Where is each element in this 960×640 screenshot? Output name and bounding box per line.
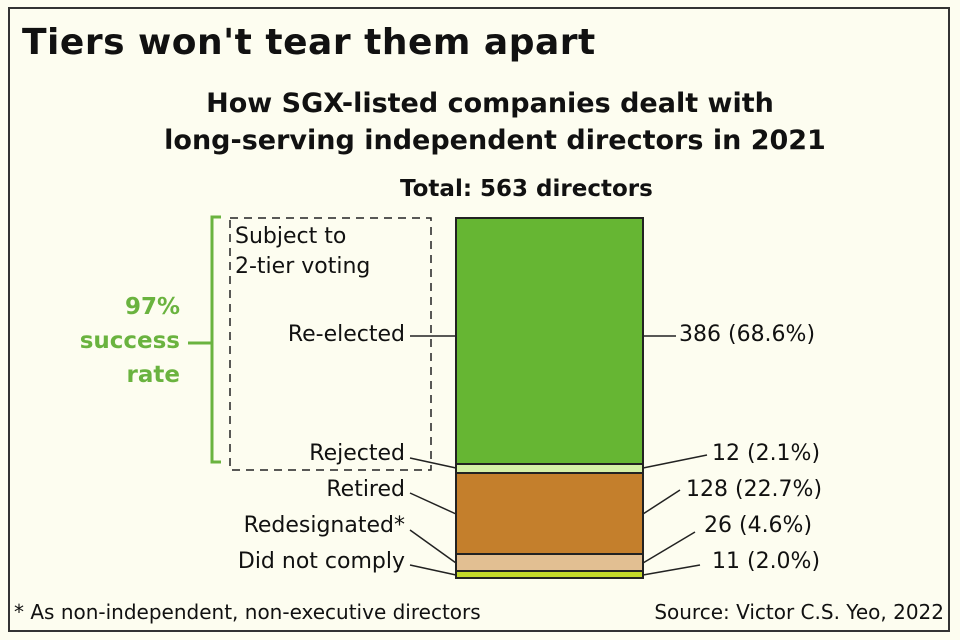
success-rate-line3: rate: [126, 362, 180, 388]
value-redesignated: 26 (4.6%): [704, 513, 813, 538]
success-rate-value: 97%: [124, 294, 180, 320]
success-rate-line2: success: [79, 328, 180, 354]
bar-segment-redesignated: [455, 553, 644, 572]
chart-subtitle-line1: How SGX-listed companies dealt with: [206, 88, 774, 119]
two-tier-voting-box: [229, 217, 432, 471]
source-credit: Source: Victor C.S. Yeo, 2022: [654, 600, 944, 624]
leader-line-rejected: [409, 457, 457, 469]
two-tier-heading-line1: Subject to: [235, 224, 347, 249]
two-tier-heading: Subject to 2-tier voting: [235, 222, 370, 282]
two-tier-heading-line2: 2-tier voting: [235, 254, 371, 279]
label-re-elected: Re-elected: [287, 322, 405, 347]
chart-subtitle-line2: long-serving independent directors in 20…: [164, 125, 826, 156]
value-retired: 128 (22.7%): [686, 477, 823, 502]
value-re-elected: 386 (68.6%): [679, 322, 816, 347]
bar-segment-rejected: [455, 463, 644, 474]
success-bracket: [210, 215, 221, 464]
leader-line-did-not-comply: [409, 564, 457, 576]
bar-segment-did-not-comply: [455, 570, 644, 579]
chart-title: Tiers won't tear them apart: [22, 22, 596, 63]
value-did-not-comply: 11 (2.0%): [712, 549, 821, 574]
label-did-not-comply: Did not comply: [237, 549, 405, 574]
leader-line-retired-value: [642, 489, 681, 515]
total-label: Total: 563 directors: [400, 176, 653, 202]
footnote: * As non-independent, non-executive dire…: [14, 600, 481, 624]
label-redesignated: Redesignated*: [243, 513, 405, 538]
leader-line-redesignated-value: [642, 531, 696, 564]
label-retired: Retired: [326, 477, 405, 502]
leader-line-redesignated: [409, 529, 457, 564]
bar-segment-retired: [455, 472, 644, 555]
value-rejected: 12 (2.1%): [712, 441, 821, 466]
success-rate-annotation: 97% success rate: [40, 290, 180, 392]
leader-line-rejected-value: [642, 454, 708, 469]
bar-segment-re-elected: [455, 217, 644, 465]
leader-line-retired: [409, 492, 457, 515]
leader-line-did-not-comply-value: [642, 564, 701, 576]
label-rejected: Rejected: [309, 441, 405, 466]
